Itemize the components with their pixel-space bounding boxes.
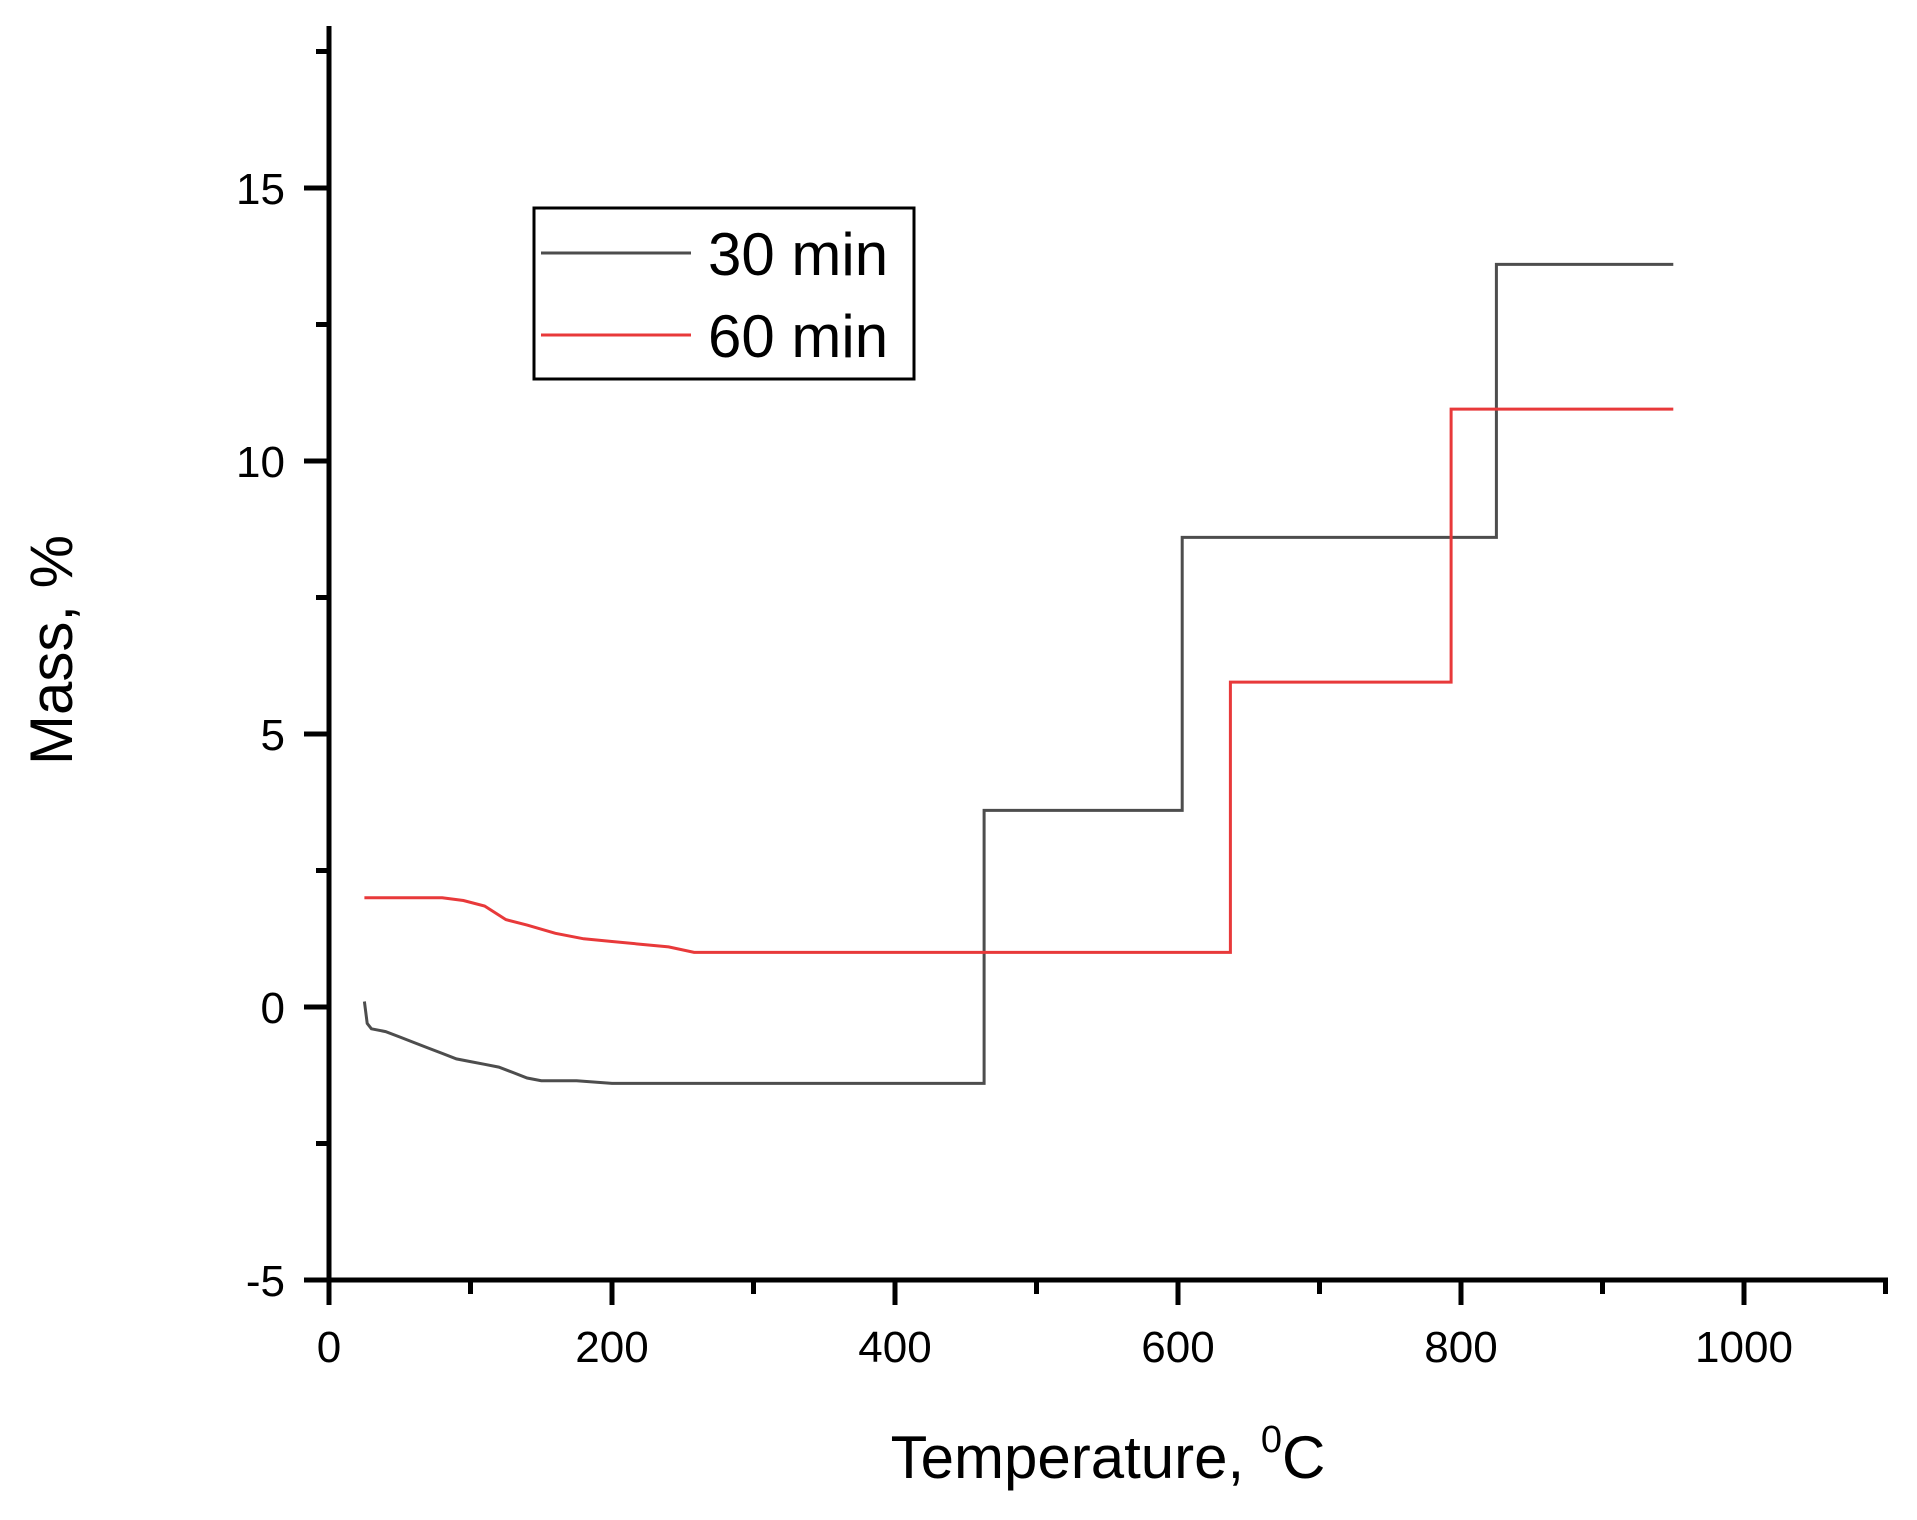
y-tick-label: 5: [261, 711, 285, 760]
series-line-30-min: [362, 262, 1674, 1085]
x-tick-label: 800: [1424, 1323, 1497, 1372]
x-axis-title-superscript: 0: [1261, 1419, 1282, 1461]
series-line-60-min: [364, 407, 1674, 954]
y-ticks: -5 0 5 10 15: [236, 49, 329, 1306]
y-tick-label: 10: [236, 438, 285, 487]
y-tick-label: -5: [246, 1257, 285, 1306]
x-tick-label: 200: [575, 1323, 648, 1372]
x-axis-title: Temperature, 0C: [891, 1419, 1326, 1491]
legend-label-60min: 60 min: [708, 303, 888, 370]
y-axis-title: Mass, %: [18, 535, 85, 765]
x-tick-label: 400: [858, 1323, 931, 1372]
y-tick-label: 0: [261, 984, 285, 1033]
x-tick-label: 600: [1141, 1323, 1214, 1372]
x-ticks: 0 200 400 600 800 1000: [317, 1280, 1888, 1372]
x-axis-title-unit: C: [1282, 1424, 1325, 1491]
x-tick-label: 0: [317, 1323, 341, 1372]
y-tick-label: 15: [236, 165, 285, 214]
axes: 0 200 400 600 800 1000 -5 0 5 10 15: [236, 26, 1888, 1372]
legend: 30 min 60 min: [532, 206, 916, 381]
legend-label-30min: 30 min: [708, 221, 888, 288]
x-axis-title-main: Temperature,: [891, 1424, 1261, 1491]
plot-area: [362, 262, 1674, 1085]
x-tick-label: 1000: [1695, 1323, 1793, 1372]
legend-box: [532, 206, 916, 381]
